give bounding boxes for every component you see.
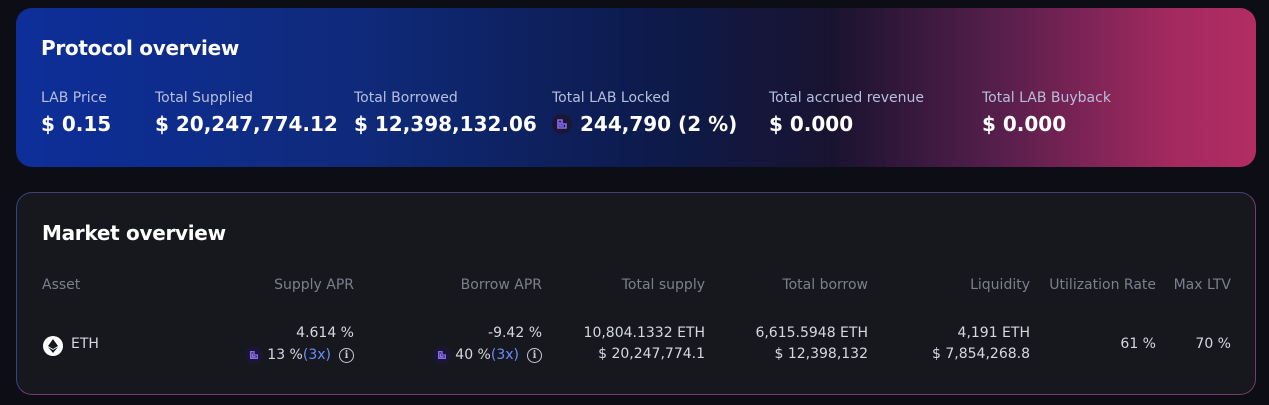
stat-lab-price: LAB Price $ 0.15 <box>41 90 111 136</box>
stat-value: 244,790 (2 %) <box>580 112 738 136</box>
info-icon[interactable]: i <box>527 347 542 363</box>
info-icon[interactable]: i <box>339 347 354 363</box>
borrow-multiplier: (3x) <box>490 347 519 363</box>
liquidity-usd: $ 7,854,268.8 <box>932 346 1030 362</box>
max-ltv-value: 70 % <box>1195 336 1231 352</box>
header-liquidity[interactable]: Liquidity <box>970 277 1030 293</box>
header-supply-apr[interactable]: Supply APR <box>274 277 354 293</box>
stat-label: Total accrued revenue <box>769 90 925 106</box>
header-max-ltv[interactable]: Max LTV <box>1173 277 1231 293</box>
stat-label: LAB Price <box>41 90 107 106</box>
total-supply-usd: $ 20,247,774.1 <box>598 346 705 362</box>
market-overview-card: Market overview Asset Supply APR Borrow … <box>16 192 1256 395</box>
borrow-apr-value: -9.42 % <box>488 325 542 341</box>
stat-total-borrowed: Total Borrowed $ 12,398,132.06 <box>354 90 537 136</box>
supply-apr-value: 4.614 % <box>296 325 354 341</box>
protocol-overview-title: Protocol overview <box>41 36 240 60</box>
borrow-reward: 40 % (3x) i <box>433 346 542 364</box>
eth-icon <box>43 336 63 356</box>
lab-token-icon <box>433 346 452 364</box>
total-borrow-usd: $ 12,398,132 <box>774 346 868 362</box>
stat-label: Total Supplied <box>155 90 253 106</box>
asset-name: ETH <box>71 336 99 352</box>
header-total-borrow[interactable]: Total borrow <box>782 277 868 293</box>
total-supply-amount: 10,804.1332 ETH <box>583 325 705 341</box>
header-borrow-apr[interactable]: Borrow APR <box>460 277 542 293</box>
stat-label: Total LAB Buyback <box>982 90 1111 106</box>
stat-total-lab-locked: Total LAB Locked 244,790 (2 %) <box>552 90 737 136</box>
utilization-rate-value: 61 % <box>1120 336 1156 352</box>
supply-reward-value: 13 % <box>267 347 303 363</box>
stat-value: $ 0.000 <box>769 112 854 136</box>
supply-multiplier: (3x) <box>302 347 331 363</box>
stat-value: $ 20,247,774.12 <box>155 112 338 136</box>
liquidity-amount: 4,191 ETH <box>957 325 1030 341</box>
stat-label: Total LAB Locked <box>552 90 670 106</box>
header-total-supply[interactable]: Total supply <box>621 277 705 293</box>
lab-token-icon <box>245 346 264 364</box>
stat-value: $ 0.15 <box>41 112 112 136</box>
stat-value-row: 244,790 (2 %) <box>552 112 737 136</box>
header-utilization-rate[interactable]: Utilization Rate <box>1049 277 1156 293</box>
total-borrow-amount: 6,615.5948 ETH <box>755 325 868 341</box>
stat-value: $ 0.000 <box>982 112 1067 136</box>
header-asset[interactable]: Asset <box>42 277 81 293</box>
borrow-reward-value: 40 % <box>455 347 491 363</box>
lab-token-icon <box>552 114 572 134</box>
market-overview-title: Market overview <box>42 221 226 245</box>
stat-total-supplied: Total Supplied $ 20,247,774.12 <box>155 90 338 136</box>
stat-label: Total Borrowed <box>354 90 458 106</box>
stat-total-lab-buyback: Total LAB Buyback $ 0.000 <box>982 90 1111 136</box>
stat-value: $ 12,398,132.06 <box>354 112 537 136</box>
stat-total-accrued-revenue: Total accrued revenue $ 0.000 <box>769 90 924 136</box>
supply-reward: 13 % (3x) i <box>245 346 354 364</box>
protocol-overview-card: Protocol overview LAB Price $ 0.15 Total… <box>16 8 1256 167</box>
